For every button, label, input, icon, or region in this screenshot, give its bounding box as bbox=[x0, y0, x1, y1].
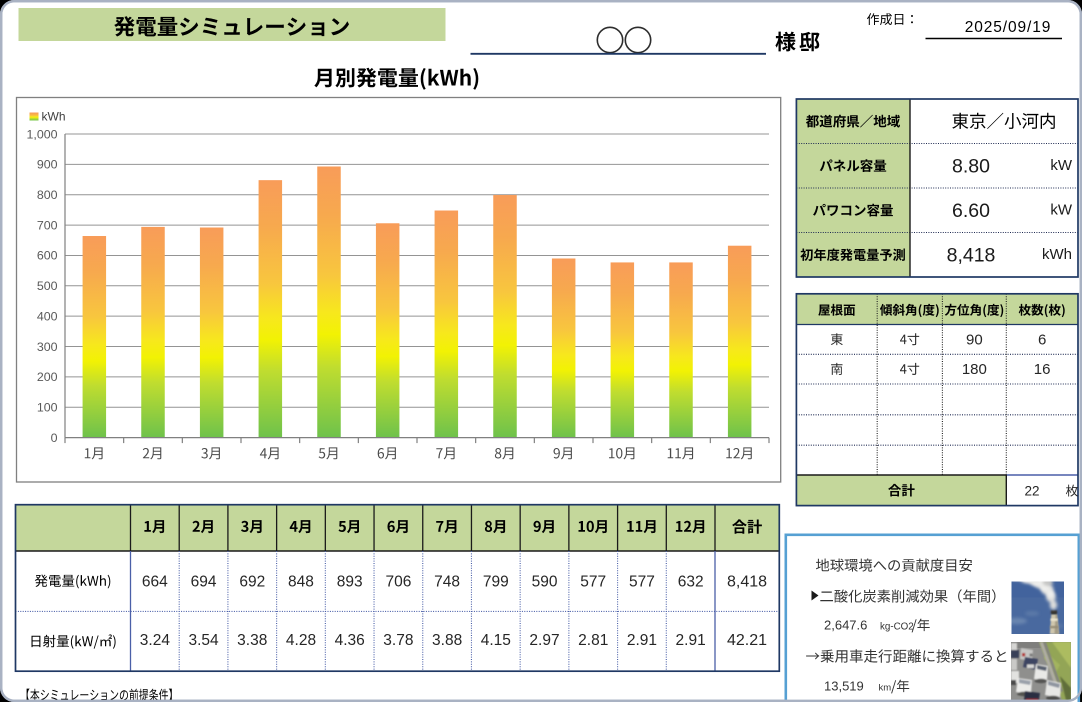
svg-text:42.21: 42.21 bbox=[727, 632, 767, 649]
svg-text:16: 16 bbox=[1034, 361, 1051, 378]
svg-text:2.91: 2.91 bbox=[676, 632, 706, 649]
svg-text:8,418: 8,418 bbox=[947, 245, 996, 267]
svg-text:706: 706 bbox=[385, 574, 411, 591]
svg-text:200: 200 bbox=[37, 370, 58, 384]
svg-text:kW: kW bbox=[1050, 157, 1073, 174]
svg-text:300: 300 bbox=[37, 340, 58, 354]
svg-text:kWh: kWh bbox=[1042, 246, 1072, 263]
svg-text:500: 500 bbox=[37, 279, 58, 293]
svg-text:848: 848 bbox=[288, 574, 314, 591]
svg-text:22: 22 bbox=[1024, 483, 1039, 498]
svg-text:3.38: 3.38 bbox=[237, 632, 267, 649]
svg-text:6: 6 bbox=[1038, 331, 1046, 348]
svg-text:1,000: 1,000 bbox=[26, 127, 57, 141]
svg-text:590: 590 bbox=[532, 574, 558, 591]
svg-text:2,647.6: 2,647.6 bbox=[824, 618, 867, 633]
svg-text:893: 893 bbox=[337, 574, 363, 591]
svg-text:kWh: kWh bbox=[42, 110, 66, 124]
svg-text:2.81: 2.81 bbox=[578, 632, 608, 649]
svg-text:4.28: 4.28 bbox=[286, 632, 316, 649]
svg-text:900: 900 bbox=[37, 158, 58, 172]
svg-text:180: 180 bbox=[962, 361, 987, 378]
svg-text:600: 600 bbox=[37, 249, 58, 263]
svg-text:632: 632 bbox=[678, 574, 704, 591]
svg-text:577: 577 bbox=[629, 574, 655, 591]
svg-text:4.15: 4.15 bbox=[481, 632, 511, 649]
svg-text:2025/09/19: 2025/09/19 bbox=[965, 19, 1052, 36]
svg-text:3.88: 3.88 bbox=[432, 632, 462, 649]
svg-text:400: 400 bbox=[37, 309, 58, 323]
svg-text:664: 664 bbox=[142, 574, 168, 591]
svg-text:694: 694 bbox=[191, 574, 217, 591]
svg-text:kW: kW bbox=[1050, 202, 1073, 219]
svg-text:13,519: 13,519 bbox=[824, 679, 864, 694]
svg-text:3.24: 3.24 bbox=[140, 632, 171, 649]
svg-text:2.97: 2.97 bbox=[529, 632, 559, 649]
svg-text:577: 577 bbox=[580, 574, 606, 591]
svg-text:90: 90 bbox=[966, 331, 983, 348]
svg-text:0: 0 bbox=[51, 431, 58, 445]
svg-text:100: 100 bbox=[37, 401, 58, 415]
svg-text:700: 700 bbox=[37, 218, 58, 232]
svg-text:692: 692 bbox=[239, 574, 265, 591]
svg-text:3.54: 3.54 bbox=[188, 632, 219, 649]
svg-text:2.91: 2.91 bbox=[627, 632, 657, 649]
svg-text:4.36: 4.36 bbox=[335, 632, 365, 649]
svg-text:km: km bbox=[879, 683, 892, 694]
svg-text:8,418: 8,418 bbox=[727, 574, 767, 591]
svg-text:8.80: 8.80 bbox=[952, 156, 990, 178]
svg-text:3.78: 3.78 bbox=[383, 632, 413, 649]
svg-text:800: 800 bbox=[37, 188, 58, 202]
svg-text:748: 748 bbox=[434, 574, 460, 591]
svg-text:799: 799 bbox=[483, 574, 509, 591]
svg-text:kg-CO2: kg-CO2 bbox=[880, 622, 914, 633]
svg-text:6.60: 6.60 bbox=[952, 200, 990, 222]
